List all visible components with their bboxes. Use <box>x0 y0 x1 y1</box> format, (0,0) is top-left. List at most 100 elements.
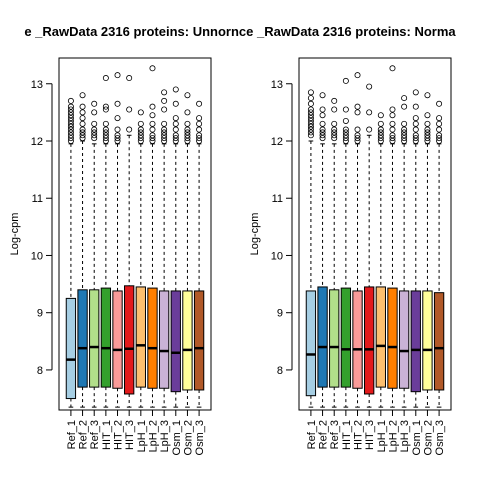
outlier-point <box>436 120 443 127</box>
outlier-point <box>342 77 349 84</box>
outlier-point <box>424 120 431 127</box>
x-tick-label: Ref_1 <box>306 420 318 449</box>
box-Osm_1 <box>410 290 421 393</box>
outlier-point <box>102 132 109 139</box>
outlier-point <box>389 65 396 72</box>
outlier-point <box>91 129 98 136</box>
x-tick-label: Osm_1 <box>171 420 183 455</box>
outlier-point <box>67 117 74 124</box>
chart-title: e _RawData 2316 proteins: Unnornce _RawD… <box>24 24 456 39</box>
outlier-point <box>91 120 98 127</box>
outlier-point <box>91 109 98 116</box>
outlier-point <box>436 100 443 107</box>
x-tick-label: HIT_1 <box>101 420 113 450</box>
outlier-point <box>389 132 396 139</box>
box-Ref_1 <box>65 297 77 400</box>
box-LpH_1 <box>135 286 146 388</box>
outlier-point <box>67 135 74 142</box>
x-tick-label: Osm_2 <box>182 420 194 455</box>
outlier-point <box>137 135 144 142</box>
y-axis-label: Log-cpm <box>9 213 21 256</box>
outlier-point <box>67 129 74 136</box>
outlier-point <box>149 120 156 127</box>
outlier-point <box>149 112 156 119</box>
outlier-point <box>102 120 109 127</box>
outlier-point <box>67 126 74 133</box>
outlier-point <box>342 132 349 139</box>
outlier-point <box>79 92 86 99</box>
outlier-point <box>102 129 109 136</box>
outlier-point <box>161 126 168 133</box>
outlier-point <box>79 132 86 139</box>
outlier-point <box>424 126 431 133</box>
outlier-point <box>196 100 203 107</box>
outlier-point <box>366 109 373 116</box>
outlier-point <box>161 106 168 113</box>
outlier-point <box>91 132 98 139</box>
outlier-point <box>331 126 338 133</box>
outlier-point <box>67 106 74 113</box>
outlier-point <box>149 132 156 139</box>
x-tick-label: Osm_1 <box>411 420 423 455</box>
outlier-point <box>366 83 373 90</box>
outlier-point <box>319 120 326 127</box>
outlier-point <box>412 126 419 133</box>
x-tick-label: Osm_2 <box>422 420 434 455</box>
outlier-point <box>401 137 408 144</box>
outlier-point <box>342 126 349 133</box>
outlier-point <box>184 126 191 133</box>
outlier-point <box>172 126 179 133</box>
outlier-point <box>91 100 98 107</box>
outlier-point <box>424 135 431 142</box>
outlier-point <box>354 126 361 133</box>
outlier-point <box>331 106 338 113</box>
outlier-point <box>354 103 361 110</box>
outlier-point <box>401 126 408 133</box>
outlier-point <box>319 135 326 142</box>
outlier-point <box>342 106 349 113</box>
outlier-point <box>319 112 326 119</box>
outlier-point <box>389 135 396 142</box>
outlier-point <box>354 109 361 116</box>
outlier-point <box>137 109 144 116</box>
box-HIT_2 <box>352 290 363 389</box>
y-tick-label: 9 <box>277 308 283 320</box>
outlier-point <box>137 129 144 136</box>
outlier-point <box>389 112 396 119</box>
outlier-point <box>436 115 443 122</box>
outlier-point <box>67 112 74 119</box>
outlier-point <box>366 126 373 133</box>
x-tick-label: HIT_2 <box>113 420 125 450</box>
outlier-point <box>114 132 121 139</box>
outlier-point <box>172 115 179 122</box>
outlier-point <box>307 126 314 133</box>
outlier-point <box>161 120 168 127</box>
box-LpH_1 <box>375 286 386 388</box>
x-tick-label: LpH_1 <box>136 420 148 452</box>
x-tick-label: Ref_3 <box>329 420 341 449</box>
box-Ref_3 <box>329 289 340 388</box>
outlier-point <box>114 100 121 107</box>
outlier-point <box>377 120 384 127</box>
x-tick-label: LpH_3 <box>159 420 171 452</box>
outlier-point <box>67 115 74 122</box>
box-LpH_2 <box>147 287 158 389</box>
outlier-point <box>436 135 443 142</box>
outlier-point <box>424 112 431 119</box>
box-HIT_1 <box>340 287 352 388</box>
outlier-point <box>196 132 203 139</box>
outlier-point <box>377 137 384 144</box>
outlier-point <box>307 115 314 122</box>
outlier-point <box>67 109 74 116</box>
outlier-point <box>412 103 419 110</box>
outlier-point <box>67 97 74 104</box>
outlier-point <box>319 126 326 133</box>
outlier-point <box>67 132 74 139</box>
outlier-point <box>114 137 121 144</box>
outlier-point <box>354 132 361 139</box>
outlier-point <box>137 137 144 144</box>
x-tick-label: HIT_3 <box>124 420 136 450</box>
